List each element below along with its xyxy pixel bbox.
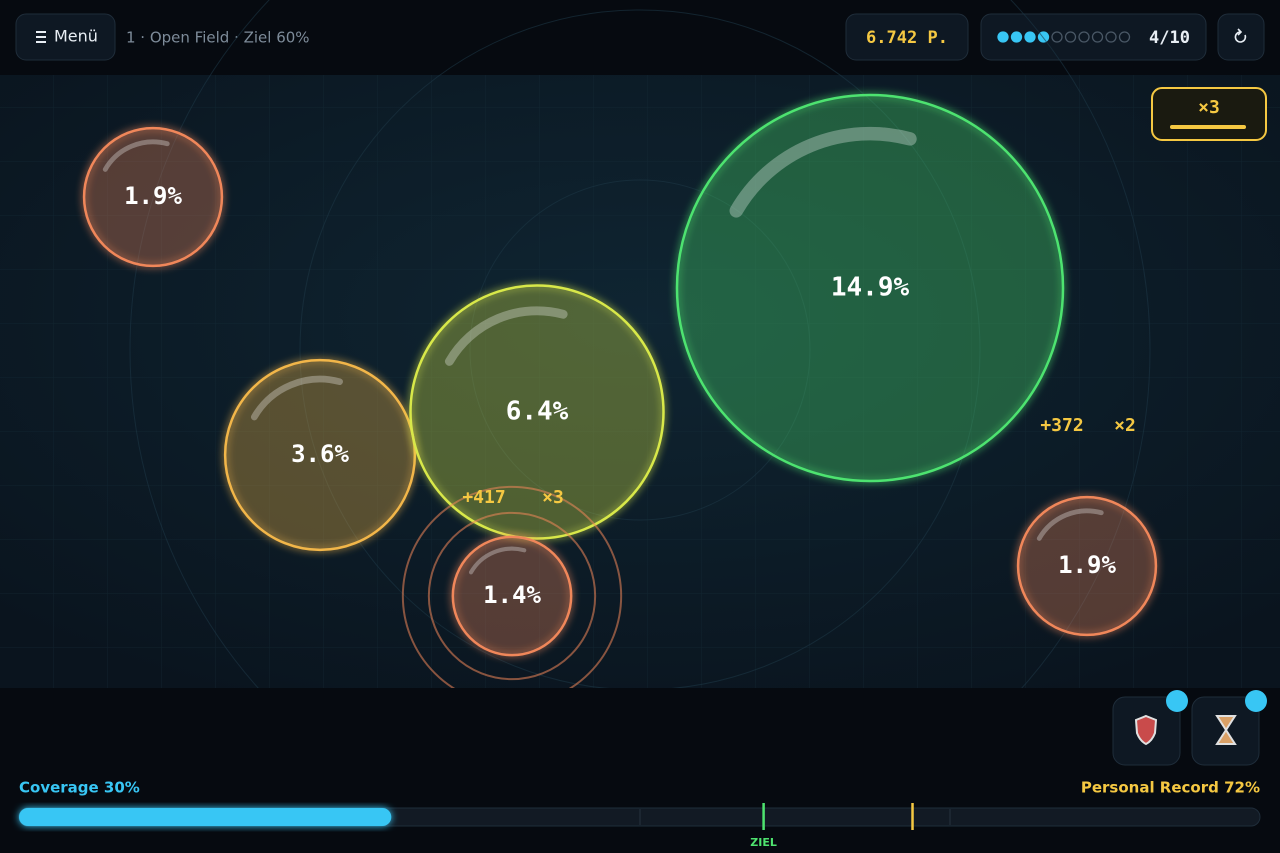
bubble[interactable]: 1.9% bbox=[82, 126, 224, 268]
shield-icon bbox=[1134, 714, 1158, 746]
bubble-label: 6.4% bbox=[506, 397, 569, 427]
multiplier-timer bbox=[1170, 125, 1246, 129]
bubble-circle bbox=[451, 535, 573, 657]
bubble-highlight bbox=[444, 306, 568, 366]
bubble-label: 14.9% bbox=[831, 273, 910, 303]
bubble[interactable]: 1.9% bbox=[1016, 495, 1158, 637]
popup-points: +372 bbox=[1040, 415, 1083, 436]
progress-dot bbox=[1078, 31, 1090, 43]
bubble-circle bbox=[82, 126, 224, 268]
progress-dot bbox=[1118, 31, 1131, 43]
shield-indicator bbox=[1166, 690, 1188, 712]
bubble-highlight bbox=[102, 139, 170, 172]
menu-button[interactable] bbox=[15, 13, 116, 61]
reset-icon-arrow bbox=[1237, 28, 1243, 36]
bubble-label: 1.4% bbox=[483, 581, 541, 609]
hourglass-icon bbox=[1215, 715, 1237, 745]
reset-icon bbox=[1234, 31, 1247, 43]
reset-button[interactable] bbox=[1217, 13, 1265, 61]
bubble-label: 1.9% bbox=[124, 182, 182, 210]
progress-label: 4/10 bbox=[1149, 28, 1190, 48]
pulse-ring bbox=[427, 511, 597, 681]
goal-label: ZIEL bbox=[750, 836, 777, 849]
progress-dot bbox=[1064, 31, 1077, 43]
menu-icon bbox=[36, 31, 46, 43]
bubble-label: 3.6% bbox=[291, 440, 349, 468]
bubble-circle bbox=[1016, 495, 1158, 637]
popup-multiplier: ×3 bbox=[542, 487, 564, 508]
menu-label: Menü bbox=[54, 27, 98, 46]
coverage-label: Coverage 30% bbox=[19, 779, 140, 797]
score-box bbox=[845, 13, 969, 61]
bubble[interactable]: 3.6% bbox=[223, 358, 417, 552]
bubble-highlight bbox=[729, 126, 917, 218]
bubble-highlight bbox=[1036, 508, 1104, 541]
bubble[interactable]: 14.9% bbox=[675, 93, 1065, 483]
bubble-highlight bbox=[250, 375, 343, 421]
progress-box bbox=[980, 13, 1207, 61]
progress-dot bbox=[1091, 31, 1104, 43]
bubble-highlight bbox=[468, 546, 527, 575]
bottom-bar bbox=[0, 688, 1280, 853]
bubble-circle bbox=[675, 93, 1065, 483]
bubble-circle bbox=[223, 358, 417, 552]
multiplier: ×3 bbox=[1198, 97, 1220, 118]
record-label: Personal Record 72% bbox=[1081, 779, 1260, 797]
progress-dot bbox=[1105, 31, 1117, 43]
bubble[interactable]: 1.4% bbox=[401, 485, 623, 707]
bubble[interactable]: 6.4% bbox=[409, 284, 665, 540]
progress-dot bbox=[1024, 31, 1036, 43]
score: 6.742 P. bbox=[866, 28, 948, 48]
popup-points: +417 bbox=[462, 487, 505, 508]
coverage-fill bbox=[19, 808, 392, 826]
progress-dot bbox=[997, 31, 1009, 43]
progress-dot bbox=[1010, 31, 1023, 43]
popup-multiplier: ×2 bbox=[1114, 415, 1136, 436]
progress-dot bbox=[1051, 31, 1063, 43]
bubble-label: 1.9% bbox=[1058, 551, 1116, 579]
hourglass-indicator bbox=[1245, 690, 1267, 712]
level-info: 1 · Open Field · Ziel 60% bbox=[126, 29, 310, 47]
bubble-circle bbox=[409, 284, 665, 540]
